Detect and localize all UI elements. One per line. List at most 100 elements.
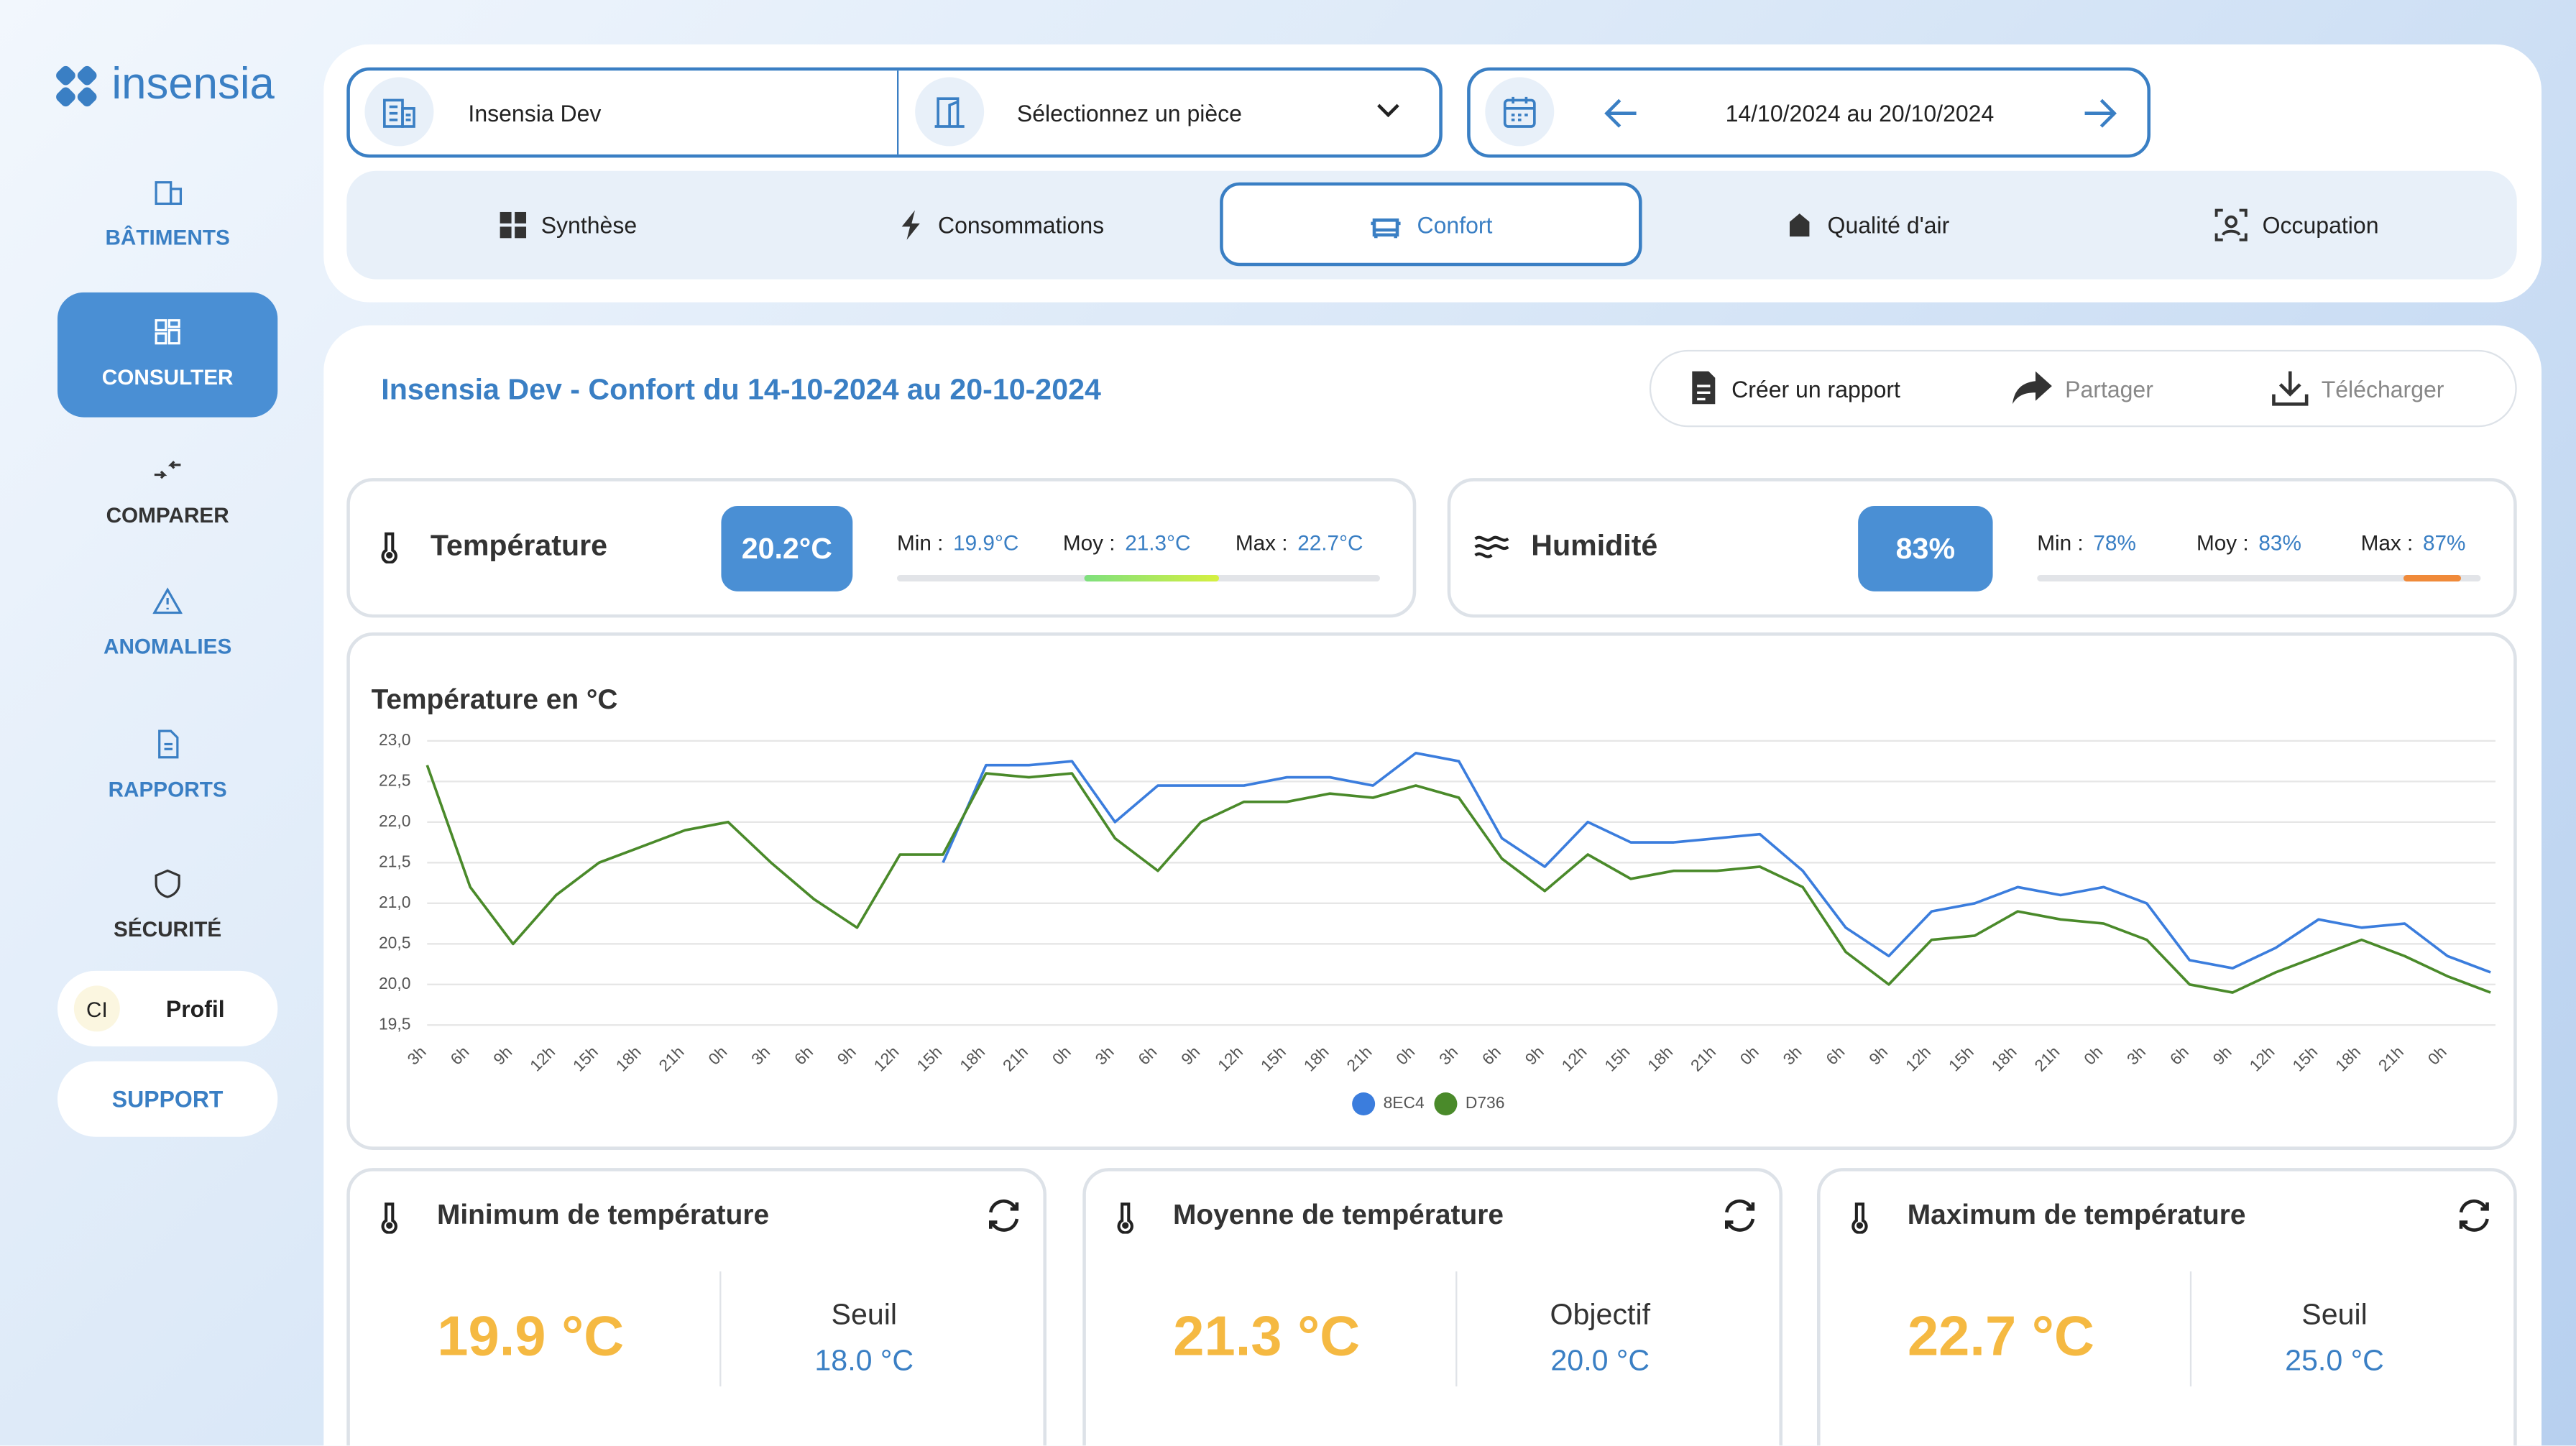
x-tick-label: 9h — [834, 1042, 860, 1068]
nav-icon — [153, 869, 183, 907]
x-tick-label: 12h — [1558, 1042, 1590, 1074]
summary-badge: 83% — [1858, 505, 1993, 591]
tab[interactable]: Consommations — [900, 183, 1104, 267]
x-tick-label: 12h — [526, 1042, 558, 1074]
range-segment — [2403, 574, 2461, 582]
nav-item[interactable]: SÉCURITÉ — [113, 916, 222, 941]
y-tick-label: 22,0 — [379, 811, 410, 830]
brand-name: insensia — [111, 59, 275, 109]
profile-button[interactable]: CI Profil — [57, 970, 278, 1046]
x-tick-label: 18h — [612, 1042, 645, 1074]
x-tick-label: 3h — [748, 1042, 773, 1068]
y-tick-label: 22,5 — [379, 770, 410, 789]
stat-card — [1816, 1168, 2517, 1446]
refresh-icon — [985, 1197, 1021, 1242]
tab[interactable]: Synthèse — [500, 183, 638, 267]
building-icon — [364, 77, 434, 147]
download[interactable]: Télécharger — [2321, 376, 2444, 402]
nav-active-bg — [57, 292, 278, 418]
y-tick-label: 20,0 — [379, 974, 410, 993]
stat: Min : 78% — [2037, 530, 2136, 555]
legend-swatch — [1434, 1092, 1458, 1115]
card-ref-value: 25.0 °C — [2285, 1343, 2384, 1377]
legend-swatch — [1352, 1092, 1376, 1115]
nav-item[interactable]: COMPARER — [106, 502, 229, 528]
chart-title: Température en °C — [372, 684, 618, 715]
range-segment — [1084, 574, 1219, 582]
stat-value: 19.9°C — [953, 530, 1019, 556]
nav-icon — [153, 455, 183, 493]
x-tick-label: 12h — [2245, 1042, 2278, 1074]
location-filter — [346, 67, 1443, 158]
thermometer-icon — [1116, 1201, 1135, 1242]
x-tick-label: 9h — [1865, 1042, 1891, 1068]
next-period[interactable] — [2080, 96, 2120, 132]
tab[interactable]: Qualité d'air — [1786, 183, 1949, 267]
tab-active[interactable]: Confort — [1220, 182, 1642, 267]
nav-icon — [152, 586, 183, 625]
x-tick-label: 3h — [403, 1042, 429, 1068]
profile-initials: CI — [73, 985, 120, 1032]
nav-item[interactable]: RAPPORTS — [108, 777, 227, 802]
chevron[interactable] — [1374, 100, 1403, 123]
x-tick-label: 0h — [1049, 1042, 1075, 1068]
summary-name: Humidité — [1531, 528, 1658, 562]
stat-label: Moy : — [1062, 530, 1116, 556]
x-tick-label: 6h — [1478, 1042, 1504, 1068]
card-title: Moyenne de température — [1172, 1199, 1504, 1230]
nav-item[interactable]: ANOMALIES — [103, 634, 232, 659]
period-text: 14/10/2024 au 20/10/2024 — [1725, 100, 1995, 126]
nav-icon — [153, 317, 183, 355]
tab-label: Confort — [1417, 211, 1493, 238]
summary-badge: 20.2°C — [721, 505, 853, 591]
stat-label: Max : — [1235, 530, 1288, 556]
x-tick-label: 18h — [956, 1042, 988, 1074]
legend-label: D736 — [1466, 1093, 1505, 1112]
x-tick-label: 15h — [1945, 1042, 1977, 1074]
building-select[interactable]: Insensia Dev — [468, 100, 602, 126]
calendar-icon[interactable] — [1485, 77, 1555, 147]
stat-value: 22.7°C — [1297, 530, 1363, 556]
x-tick-label: 21h — [1343, 1042, 1375, 1074]
x-tick-label: 21h — [2375, 1042, 2407, 1074]
card-title: Maximum de température — [1907, 1199, 2246, 1230]
x-tick-label: 18h — [1300, 1042, 1332, 1074]
x-tick-label: 6h — [1822, 1042, 1848, 1068]
room-select[interactable]: Sélectionnez un pièce — [1016, 100, 1242, 126]
tab[interactable]: Occupation — [2214, 183, 2379, 267]
x-tick-label: 12h — [1902, 1042, 1934, 1074]
stat-label: Moy : — [2196, 530, 2249, 556]
tab-label: Occupation — [2262, 211, 2379, 238]
x-tick-label: 12h — [1214, 1042, 1246, 1074]
create-report[interactable]: Créer un rapport — [1731, 376, 1900, 402]
tab-label: Synthèse — [540, 211, 638, 238]
summary-card — [1447, 478, 2517, 618]
series-line — [426, 765, 2491, 994]
x-tick-label: 18h — [1644, 1042, 1676, 1074]
share[interactable]: Partager — [2065, 376, 2153, 402]
range-bar — [2037, 574, 2481, 582]
stat: Min : 19.9°C — [897, 530, 1018, 555]
card-divider — [1455, 1271, 1458, 1387]
x-tick-label: 21h — [655, 1042, 687, 1074]
x-tick-label: 21h — [2030, 1042, 2063, 1074]
stat-value: 21.3°C — [1125, 530, 1191, 556]
card-divider — [719, 1271, 722, 1387]
stat-label: Min : — [896, 530, 944, 556]
card-value: 21.3 °C — [1173, 1306, 1361, 1368]
x-tick-label: 3h — [1779, 1042, 1805, 1068]
actions-bar — [1649, 349, 2517, 428]
y-tick-label: 21,5 — [379, 852, 410, 870]
support-button[interactable]: SUPPORT — [57, 1061, 278, 1137]
x-tick-label: 3h — [2123, 1042, 2149, 1068]
series-line — [942, 751, 2491, 974]
nav-item[interactable]: BÂTIMENTS — [105, 225, 230, 250]
x-tick-label: 15h — [1257, 1042, 1289, 1074]
x-tick-label: 12h — [870, 1042, 902, 1074]
previous-period[interactable] — [1602, 96, 1642, 132]
nav-item[interactable]: CONSULTER — [101, 364, 234, 390]
x-tick-label: 15h — [2288, 1042, 2321, 1074]
summary-name: Température — [430, 528, 608, 562]
filter-divider — [896, 70, 899, 155]
